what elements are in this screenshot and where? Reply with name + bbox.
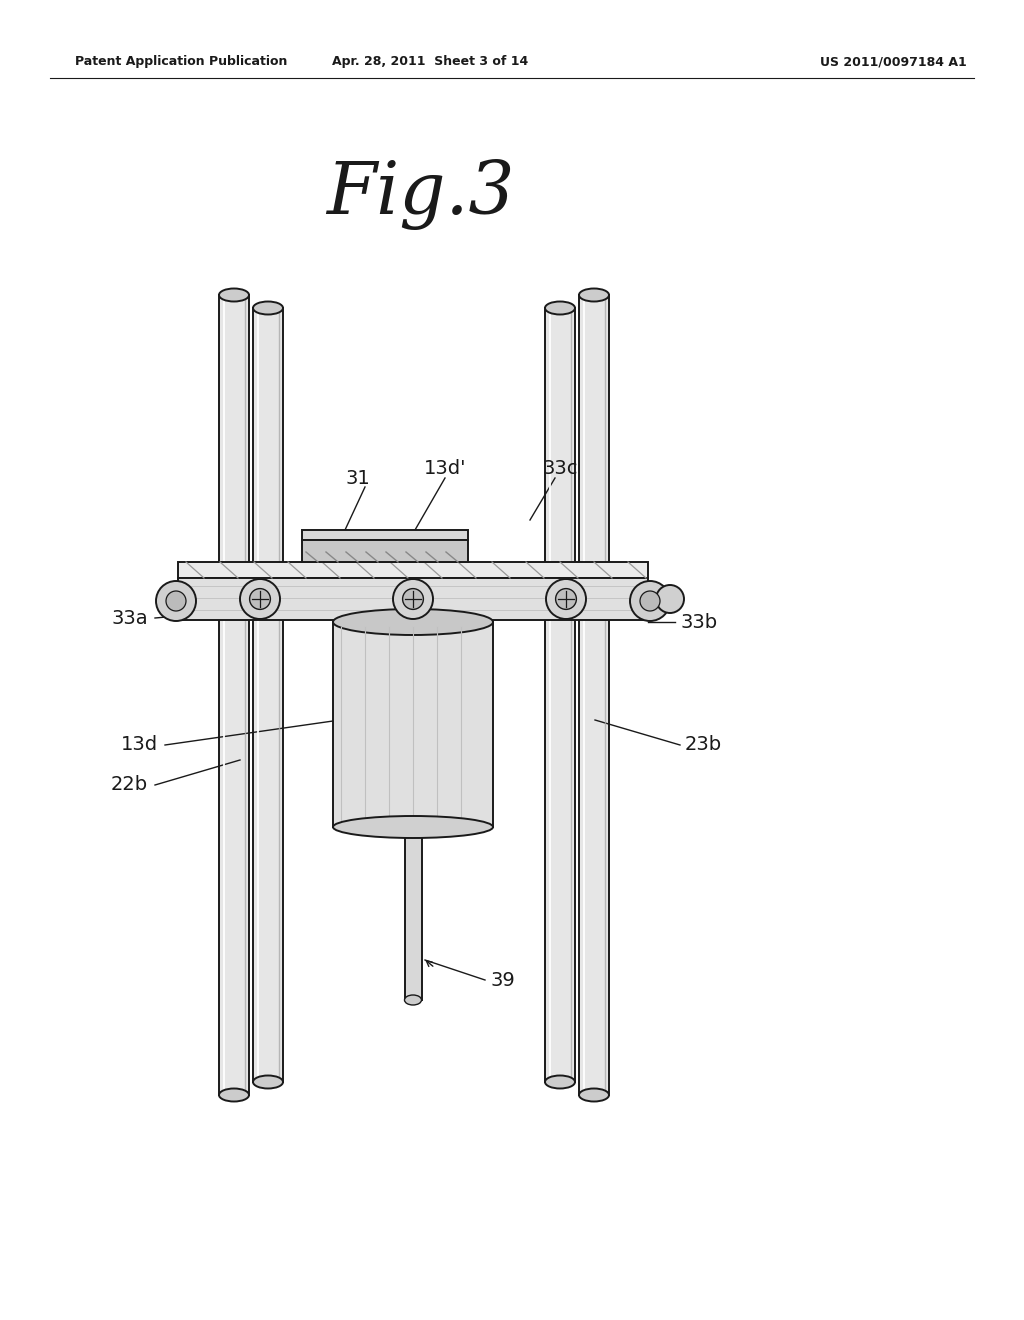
- Bar: [333, 622, 493, 828]
- Circle shape: [156, 581, 196, 620]
- Ellipse shape: [545, 1076, 575, 1089]
- Text: Patent Application Publication: Patent Application Publication: [75, 55, 288, 69]
- Text: 23b: 23b: [685, 735, 722, 755]
- Ellipse shape: [333, 816, 493, 838]
- Bar: [178, 562, 648, 578]
- Text: 39: 39: [490, 970, 515, 990]
- Ellipse shape: [219, 289, 249, 301]
- Circle shape: [393, 579, 433, 619]
- Text: 13d': 13d': [424, 458, 466, 478]
- Circle shape: [546, 579, 586, 619]
- Circle shape: [166, 591, 186, 611]
- Ellipse shape: [333, 609, 493, 635]
- Text: Fig.3: Fig.3: [326, 160, 514, 231]
- Bar: [178, 578, 648, 620]
- Circle shape: [640, 591, 660, 611]
- Ellipse shape: [253, 1076, 283, 1089]
- Bar: [406, 833, 422, 1001]
- Circle shape: [240, 579, 280, 619]
- Bar: [302, 531, 468, 540]
- Ellipse shape: [219, 1089, 249, 1101]
- Ellipse shape: [404, 995, 422, 1005]
- Circle shape: [656, 585, 684, 612]
- Text: US 2011/0097184 A1: US 2011/0097184 A1: [820, 55, 967, 69]
- Ellipse shape: [545, 301, 575, 314]
- Text: Apr. 28, 2011  Sheet 3 of 14: Apr. 28, 2011 Sheet 3 of 14: [332, 55, 528, 69]
- Ellipse shape: [253, 301, 283, 314]
- Text: 33c: 33c: [543, 458, 578, 478]
- Ellipse shape: [579, 289, 609, 301]
- Circle shape: [556, 589, 577, 610]
- Circle shape: [630, 581, 670, 620]
- Bar: [253, 308, 283, 1082]
- Text: 33b: 33b: [680, 612, 717, 631]
- Text: 31: 31: [346, 469, 371, 487]
- Text: 22b: 22b: [111, 776, 148, 795]
- Ellipse shape: [579, 1089, 609, 1101]
- Circle shape: [250, 589, 270, 610]
- Text: 33a: 33a: [112, 609, 148, 627]
- Text: 13d: 13d: [121, 735, 158, 755]
- Bar: [219, 294, 249, 1096]
- Circle shape: [402, 589, 423, 610]
- Bar: [545, 308, 575, 1082]
- Bar: [579, 294, 609, 1096]
- Bar: [302, 540, 468, 562]
